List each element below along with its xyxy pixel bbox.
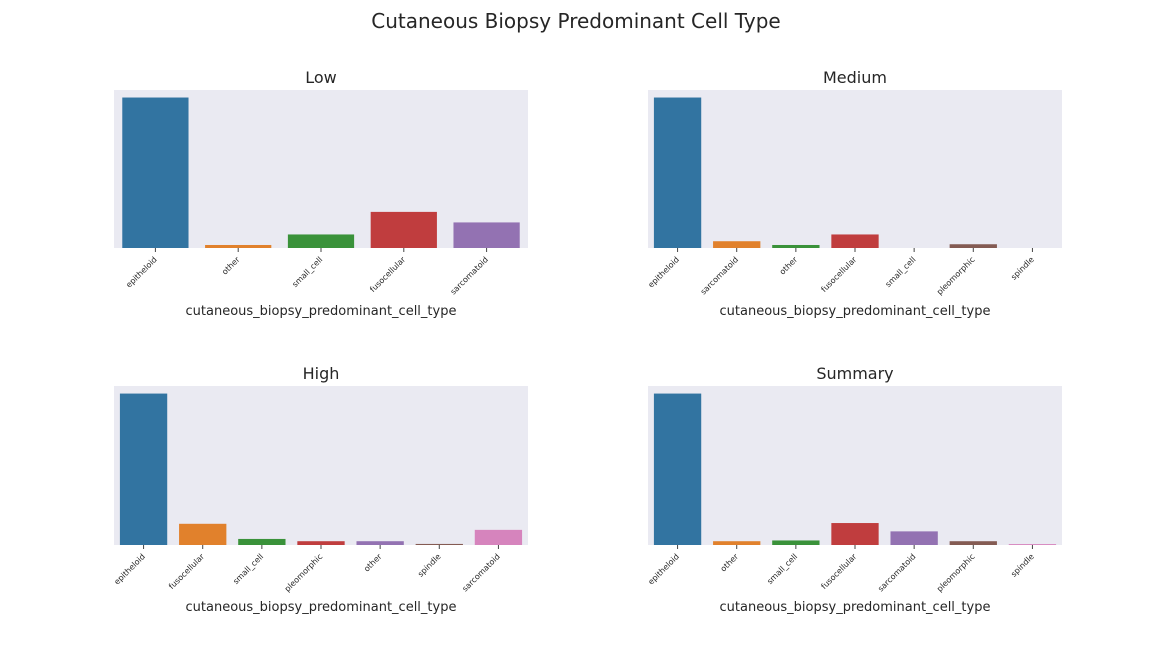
bar-high-small-cell [238,538,286,545]
x-tick-label-summary-3: fusocellular [819,552,859,592]
ticks-low: epitheloid other small_cell fusocellular sar… [124,248,490,296]
bars-low [122,97,520,249]
x-tick-label-low-4: sarcomatoid [449,255,490,296]
bar-summary-pleomorphic [949,541,997,545]
x-axis-label-medium: cutaneous_biopsy_predominant_cell_type [720,304,991,319]
ticks-summary: epitheloid other small_cell fusocellular sar… [646,545,1036,594]
bar-high-pleomorphic [297,541,345,545]
bars-summary [653,393,1057,545]
bar-summary-epitheloid [653,393,702,545]
x-tick-label-medium-6: spindle [1009,255,1036,282]
bar-low-sarcomatoid [453,222,520,248]
x-tick-label-medium-0: epitheloid [646,255,680,289]
x-tick-label-low-3: fusocellular [368,255,408,295]
x-tick-label-medium-4: small_cell [884,255,918,289]
x-tick-label-summary-2: small_cell [765,552,799,586]
x-tick-label-high-1: fusocellular [167,552,207,592]
bar-low-epitheloid [122,97,189,249]
figure-title: Cutaneous Biopsy Predominant Cell Type [371,9,780,33]
x-tick-label-low-2: small_cell [290,255,324,289]
bar-medium-other [772,244,820,248]
bars-high [119,393,523,545]
panel-title-low: Low [305,68,337,87]
x-axis-label-high: cutaneous_biopsy_predominant_cell_type [186,600,457,615]
bar-high-fusocellular [179,523,227,545]
bar-summary-other [713,541,761,545]
x-tick-label-high-3: pleomorphic [283,552,325,594]
bar-summary-small-cell [772,540,820,545]
panel-title-high: High [303,364,340,383]
x-tick-label-high-5: spindle [416,552,443,579]
x-tick-label-medium-5: pleomorphic [935,255,977,297]
bar-low-fusocellular [370,211,437,248]
panel-title-summary: Summary [816,364,893,383]
x-tick-label-high-4: other [362,552,384,574]
bar-medium-sarcomatoid [713,241,761,248]
x-tick-label-low-1: other [220,255,242,277]
x-tick-label-summary-4: sarcomatoid [876,552,917,593]
x-tick-label-medium-2: other [778,255,800,277]
bar-medium-fusocellular [831,234,879,248]
x-tick-label-summary-5: pleomorphic [935,552,977,594]
plot-area-summary [648,386,1062,545]
panel-medium: Medium epitheloid sarcomatoid other fusocel… [646,68,1062,319]
x-axis-label-low: cutaneous_biopsy_predominant_cell_type [186,304,457,319]
x-tick-label-low-0: epitheloid [124,255,158,289]
bar-summary-spindle [1008,544,1057,545]
panel-low: Low epitheloid other small_cell fusocellula… [114,68,528,319]
x-tick-label-medium-1: sarcomatoid [699,255,740,296]
bar-summary-fusocellular [831,523,879,545]
x-tick-label-high-0: epitheloid [112,552,146,586]
ticks-medium: epitheloid sarcomatoid other fusocellular sm… [646,248,1036,297]
panel-summary: Summary epitheloid other small_cell fusocel… [646,364,1062,615]
x-tick-label-summary-0: epitheloid [646,552,680,586]
bar-high-spindle [415,543,463,545]
x-tick-label-high-6: sarcomatoid [460,552,501,593]
x-axis-label-summary: cutaneous_biopsy_predominant_cell_type [720,600,991,615]
bar-medium-pleomorphic [949,244,997,248]
plot-area-high [114,386,528,545]
x-tick-label-summary-1: other [719,552,741,574]
ticks-high: epitheloid fusocellular small_cell pleomorp… [112,545,502,594]
bar-medium-epitheloid [653,97,702,249]
x-tick-label-medium-3: fusocellular [819,255,859,295]
bar-low-small-cell [287,234,355,248]
plot-area-medium [648,90,1062,248]
bar-summary-sarcomatoid [890,531,938,545]
bar-high-epitheloid [119,393,168,545]
x-tick-label-high-2: small_cell [231,552,265,586]
bars-medium [653,97,997,249]
panel-title-medium: Medium [823,68,887,87]
bar-low-other [205,244,272,248]
panel-high: High epitheloid fusocellular small_cell ple… [112,364,528,615]
bar-high-other [356,541,404,545]
bar-high-sarcomatoid [474,529,523,545]
x-tick-label-summary-6: spindle [1009,552,1036,579]
